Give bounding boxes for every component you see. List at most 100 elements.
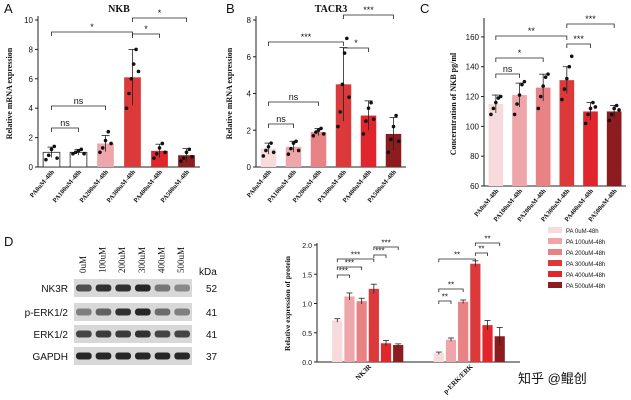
- data-point: [187, 147, 192, 152]
- blot-band: [154, 308, 171, 316]
- bar: [512, 95, 527, 186]
- significance-label: **: [448, 281, 454, 290]
- data-point: [314, 130, 318, 134]
- blot-band: [76, 330, 92, 338]
- panel-letter: A: [4, 1, 13, 16]
- significance-bracket: [373, 254, 387, 258]
- blot-band: [76, 284, 92, 292]
- legend-label: PA 0uM-48h: [566, 229, 599, 235]
- blot-kda-value: 52: [206, 284, 218, 295]
- bar: [559, 80, 575, 186]
- data-point: [560, 97, 564, 102]
- blot-band: [135, 352, 151, 360]
- legend-label: PA 400uM-48h: [566, 273, 605, 279]
- y-tick-label: 1.0: [302, 302, 312, 309]
- blot-strip: [74, 279, 192, 297]
- data-point: [319, 126, 323, 131]
- significance-bracket: [495, 73, 520, 78]
- blot-band: [95, 308, 112, 316]
- bar: [332, 320, 343, 362]
- data-point: [336, 124, 340, 129]
- bar: [356, 301, 367, 362]
- lane-label: 400uM: [157, 247, 167, 273]
- legend-swatch: [548, 271, 562, 277]
- y-tick-label: 8: [247, 16, 252, 25]
- y-tick-label: 2.0: [302, 243, 312, 250]
- significance-bracket: [566, 23, 615, 28]
- data-point: [536, 106, 541, 111]
- significance-bracket: [132, 17, 187, 22]
- data-point: [269, 141, 273, 145]
- significance-bracket: [268, 123, 294, 128]
- data-point: [127, 91, 131, 96]
- bar: [344, 296, 355, 362]
- data-point: [340, 82, 345, 87]
- data-point: [179, 159, 183, 163]
- y-tick-label: 60: [470, 182, 479, 191]
- data-point: [614, 103, 619, 108]
- significance-label: ***: [375, 247, 384, 256]
- data-point: [567, 64, 572, 69]
- data-point: [55, 156, 59, 160]
- bar: [310, 132, 327, 167]
- blot-band: [174, 308, 190, 316]
- data-point: [583, 121, 588, 126]
- y-tick-label: 2: [247, 126, 252, 135]
- data-point: [517, 93, 522, 97]
- x-tick-label: PA0uM-48h: [246, 169, 273, 200]
- blot-strip: [74, 347, 192, 365]
- data-point: [538, 94, 543, 99]
- blot-kda-value: 41: [206, 330, 218, 341]
- significance-bracket: [268, 41, 344, 46]
- significance-bracket: [495, 57, 544, 62]
- bar: [583, 111, 598, 186]
- bar: [335, 84, 352, 167]
- significance-label: *: [354, 38, 358, 48]
- data-point: [286, 152, 291, 156]
- significance-label: ns: [289, 92, 299, 102]
- y-tick-label: 1.5: [302, 272, 312, 279]
- x-tick-label: NK3R: [354, 362, 374, 382]
- significance-label: ***: [351, 251, 360, 260]
- blot-row-label: ERK1/2: [34, 330, 69, 341]
- significance-label: **: [484, 235, 490, 244]
- data-point: [369, 100, 373, 105]
- panel-c: C 60 80 100 120 140 160 Concerntration of NKB p…: [420, 1, 626, 223]
- data-point: [371, 117, 376, 122]
- panel-letter: C: [420, 1, 429, 16]
- data-point: [264, 148, 268, 153]
- significance-bracket: [132, 33, 160, 38]
- panel-a: A NKB 0 2 4 6 8 10 Relative mRNA expression PA0uM…: [4, 1, 200, 204]
- data-point: [82, 151, 86, 156]
- significance-bracket: [438, 258, 476, 262]
- y-tick-label: 2: [29, 134, 34, 143]
- x-tick-label: p-ERK/ERK: [442, 362, 475, 395]
- blot-band: [115, 284, 131, 292]
- bar: [482, 325, 493, 362]
- significance-label: *: [518, 48, 522, 58]
- significance-label: **: [478, 245, 484, 254]
- lane-label: 200uM: [117, 247, 127, 273]
- blot-strip: [74, 325, 192, 343]
- data-point: [131, 62, 136, 66]
- blot-row-label: GAPDH: [32, 352, 68, 363]
- significance-label: ***: [301, 32, 312, 42]
- lane-label: 0uM: [78, 256, 88, 273]
- legend-label: PA 300uM-48h: [566, 262, 605, 268]
- data-point: [391, 124, 396, 129]
- blot-band: [174, 284, 190, 292]
- significance-bracket: [373, 246, 399, 250]
- bar: [470, 263, 481, 362]
- significance-label: **: [454, 251, 460, 260]
- significance-bracket: [336, 258, 375, 262]
- data-point: [154, 151, 159, 156]
- blot-band: [135, 330, 151, 338]
- significance-bracket: [343, 47, 369, 52]
- significance-label: ns: [276, 114, 286, 124]
- blot-band: [154, 330, 171, 338]
- data-point: [515, 102, 519, 106]
- data-point: [136, 69, 141, 74]
- data-point: [316, 128, 321, 133]
- bar: [458, 301, 469, 362]
- bar: [535, 87, 551, 186]
